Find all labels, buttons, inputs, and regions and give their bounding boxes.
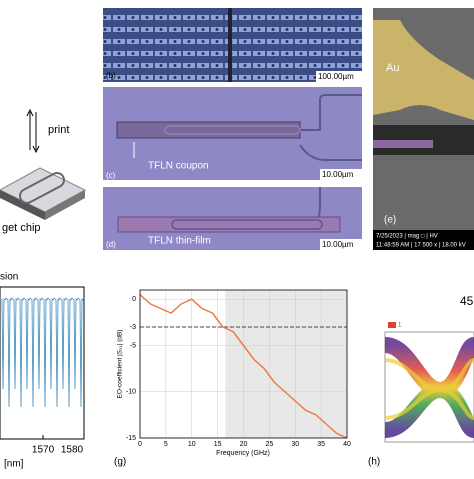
spectrum xyxy=(0,297,85,408)
ring xyxy=(171,219,323,230)
scale: 100.00µm xyxy=(318,72,354,81)
label: print xyxy=(48,124,69,136)
y-tick-label: 0 xyxy=(132,296,136,303)
info: 7/25/2023 | mag □ | HV xyxy=(376,234,438,240)
ring xyxy=(164,125,301,135)
x-tick-label: 0 xyxy=(138,441,142,448)
y-tick-label: -10 xyxy=(126,389,136,396)
shaded-region xyxy=(225,290,347,438)
micrograph xyxy=(103,8,362,82)
scale-box xyxy=(320,239,362,250)
eye-diagram xyxy=(384,358,474,420)
panel-b: (b) 100.00µm xyxy=(103,8,362,82)
x-tick-label: 15 xyxy=(214,441,222,448)
caption: TFLN thin-film xyxy=(148,236,211,247)
x-tick-label: 5 xyxy=(164,441,168,448)
coupon xyxy=(116,121,301,139)
scale-box xyxy=(316,71,362,82)
chip xyxy=(0,167,87,213)
panel-label: (d) xyxy=(106,240,116,249)
legend: 1 xyxy=(398,323,402,329)
panel-label: (c) xyxy=(106,171,116,180)
panel-g: (g) Frequency (GHz) EO-coefficient |S₂₁|… xyxy=(114,289,351,468)
panel-label: (g) xyxy=(114,457,126,468)
panel-title: sion xyxy=(0,272,18,283)
panel-label: (h) xyxy=(368,457,380,468)
scale-box xyxy=(320,169,362,180)
chip-side xyxy=(45,190,85,220)
scale: 10.00µm xyxy=(322,170,354,179)
x-label: Frequency (GHz) xyxy=(216,450,270,457)
x-tick-label: 20 xyxy=(240,441,248,448)
panel-d: TFLN thin-film (d) 10.00µm xyxy=(103,187,362,250)
info-bar xyxy=(373,230,474,250)
x-tick-label: 1570 xyxy=(32,445,55,456)
panel-label: (b) xyxy=(106,71,116,80)
panel-h: 45 1 (h) xyxy=(368,294,474,468)
panel-label: (e) xyxy=(384,215,396,226)
x-tick-label: 1580 xyxy=(61,445,84,456)
gold xyxy=(373,20,474,120)
info: 11:48:59 AM | 17 500 x | 18.00 kV xyxy=(376,243,466,249)
legend-swatch xyxy=(388,322,396,328)
panel-e: Au (e) 7/25/2023 | mag □ | HV 11:48:59 A… xyxy=(373,8,474,250)
x-label: [nm] xyxy=(4,459,24,470)
ring xyxy=(18,172,66,204)
x-tick-label: 25 xyxy=(265,441,273,448)
label: get chip xyxy=(2,222,41,234)
waveguide xyxy=(299,94,362,161)
x-tick-label: 35 xyxy=(317,441,325,448)
panel-f: sion [nm] 1570 1580 xyxy=(0,272,85,470)
x-tick-label: 30 xyxy=(291,441,299,448)
plot-frame xyxy=(139,289,348,439)
panel-title: 45 xyxy=(460,294,474,308)
x-tick-label: 40 xyxy=(343,441,351,448)
y-label: EO-coefficient |S₂₁| (dB) xyxy=(117,329,124,398)
y-tick-label: -3 xyxy=(130,324,136,331)
scale: 10.00µm xyxy=(322,240,354,249)
layer xyxy=(373,140,433,148)
material-label: Au xyxy=(386,62,399,74)
plot-frame xyxy=(0,286,85,440)
x-tick-label: 10 xyxy=(188,441,196,448)
y-tick-label: -15 xyxy=(126,435,136,442)
caption: TFLN coupon xyxy=(148,161,209,172)
panel-a: print get chip xyxy=(0,108,87,234)
data-line xyxy=(139,294,348,439)
y-tick-label: -5 xyxy=(130,342,136,349)
panel-c: TFLN coupon (c) 10.00µm xyxy=(103,87,362,180)
arrow-head xyxy=(26,108,40,154)
chip-side xyxy=(0,190,45,220)
